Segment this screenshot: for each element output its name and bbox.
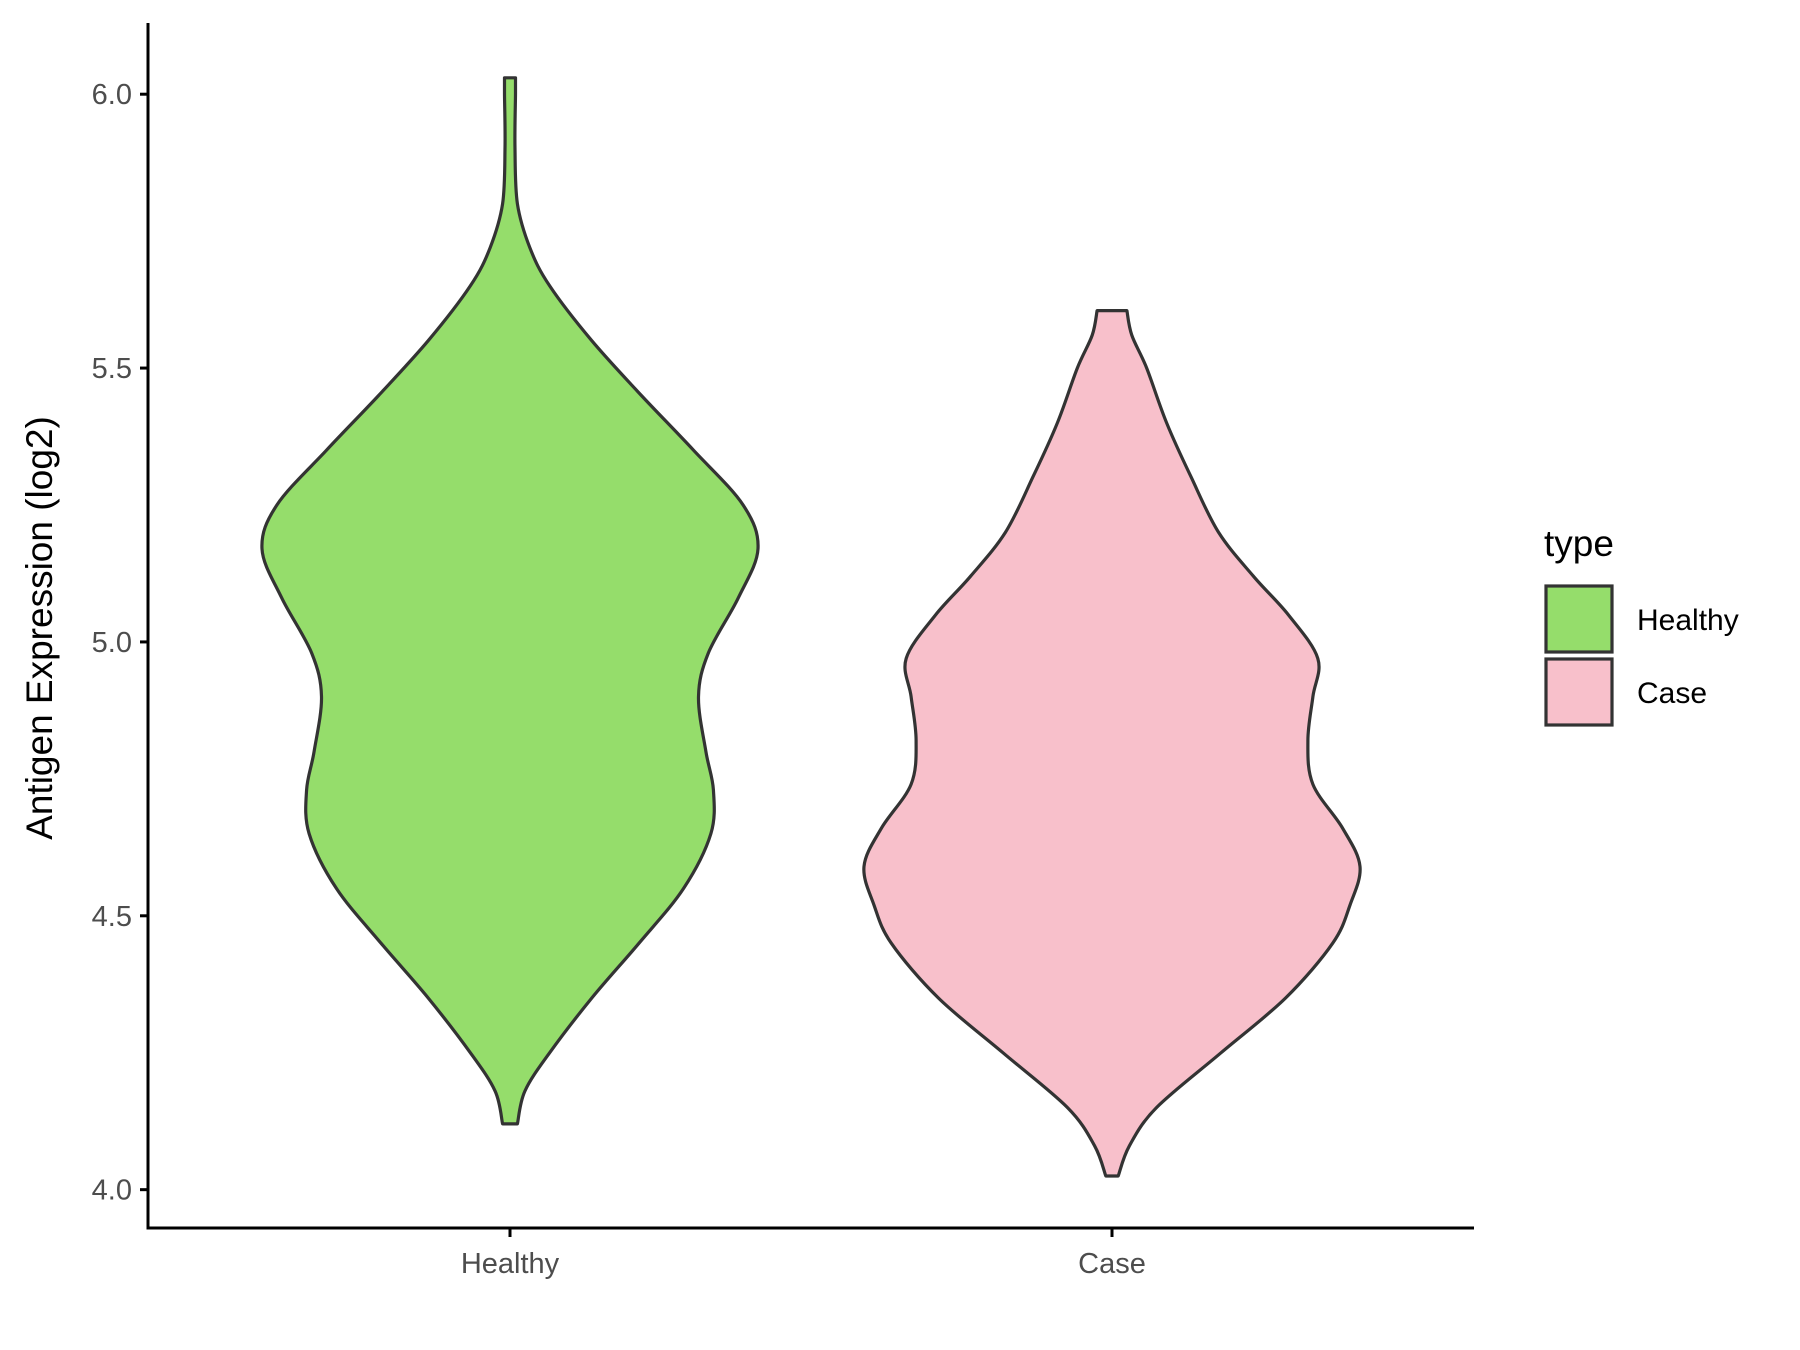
violin-healthy bbox=[260, 76, 760, 1126]
y-tick-label: 5.5 bbox=[92, 353, 132, 385]
legend: type Healthy Case bbox=[1544, 523, 1739, 727]
y-axis-title: Antigen Expression (log2) bbox=[19, 416, 60, 840]
legend-swatch-case bbox=[1544, 657, 1614, 727]
x-tick-label: Healthy bbox=[461, 1248, 560, 1280]
x-ticks: Healthy Case bbox=[461, 1228, 1146, 1280]
x-tick-label: Case bbox=[1078, 1248, 1146, 1280]
violins bbox=[260, 76, 1362, 1178]
y-tick-label: 5.0 bbox=[92, 627, 132, 659]
violin-case bbox=[862, 309, 1362, 1178]
y-tick-label: 4.5 bbox=[92, 901, 132, 933]
legend-entries: Healthy Case bbox=[1544, 584, 1739, 727]
legend-label-case: Case bbox=[1637, 677, 1707, 710]
legend-swatch-healthy bbox=[1544, 584, 1614, 654]
y-tick-label: 6.0 bbox=[92, 79, 132, 111]
y-ticks: 4.0 4.5 5.0 5.5 6.0 bbox=[92, 79, 148, 1207]
legend-label-healthy: Healthy bbox=[1637, 604, 1739, 637]
y-tick-label: 4.0 bbox=[92, 1175, 132, 1207]
axes: 4.0 4.5 5.0 5.5 6.0 Healthy Case bbox=[92, 23, 1474, 1280]
legend-title: type bbox=[1544, 523, 1614, 564]
